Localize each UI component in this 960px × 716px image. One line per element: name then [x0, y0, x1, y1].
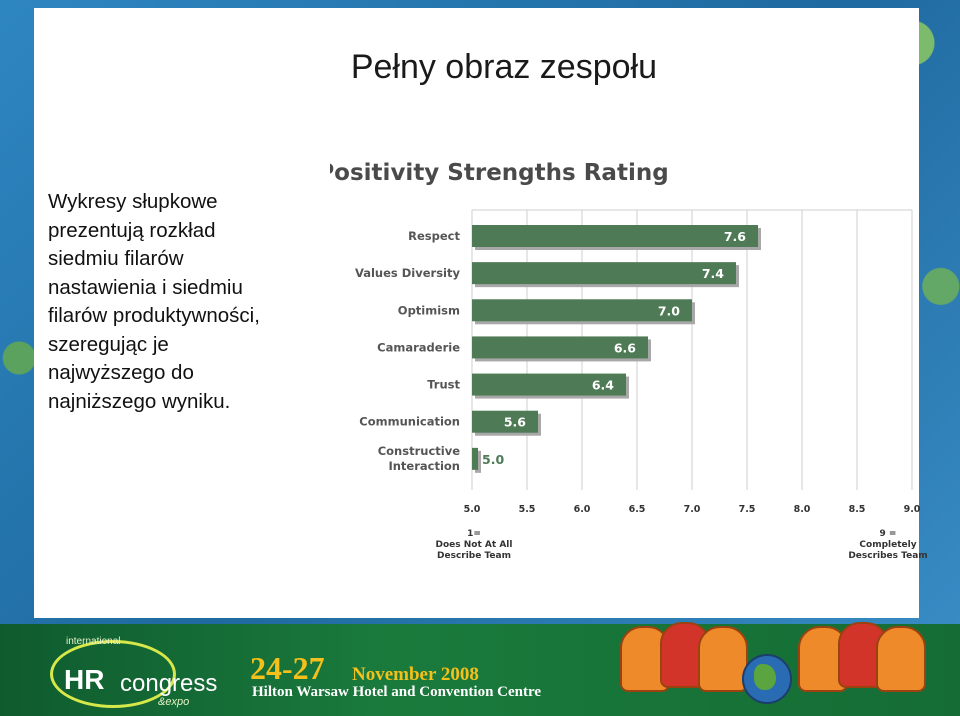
event-dates: 24-27 — [250, 650, 325, 686]
bar — [472, 225, 758, 247]
x-tick-label: 7.0 — [684, 504, 701, 515]
scale-low-label: Does Not At All — [436, 540, 513, 550]
category-label: Interaction — [388, 459, 460, 473]
bar — [472, 336, 648, 359]
value-label: 6.6 — [614, 340, 636, 355]
category-label: Constructive — [378, 444, 460, 458]
x-tick-label: 5.0 — [464, 504, 481, 515]
globe-icon — [742, 654, 792, 704]
logo-expo: &expo — [158, 696, 190, 708]
category-label: Communication — [359, 415, 460, 429]
event-venue: Hilton Warsaw Hotel and Convention Centr… — [252, 684, 542, 700]
hr-congress-logo: international HR congress &expo — [40, 632, 220, 708]
people-illustration — [620, 616, 926, 716]
head-icon — [876, 626, 926, 692]
x-tick-label: 6.0 — [574, 504, 591, 515]
logo-ring — [50, 640, 176, 708]
scale-low-label: 1= — [467, 529, 481, 539]
body-line: Wykresy słupkowe — [48, 190, 218, 213]
x-tick-label: 8.5 — [849, 504, 866, 515]
x-tick-label: 8.0 — [794, 504, 811, 515]
chart-title: Positivity Strengths Rating — [330, 160, 669, 186]
scale-low-label: Describe Team — [437, 551, 511, 561]
category-label: Camaraderie — [377, 340, 460, 354]
body-line: siedmiu filarów — [48, 247, 184, 270]
category-label: Values Diversity — [355, 266, 461, 280]
value-label: 7.6 — [724, 229, 746, 244]
bar — [472, 447, 478, 470]
logo-hr: HR — [64, 664, 105, 695]
bar — [472, 299, 692, 322]
scale-high-label: Completely — [859, 540, 916, 550]
value-label: 7.4 — [702, 266, 724, 281]
body-text: Wykresy słupkowe prezentują rozkład sied… — [48, 188, 338, 416]
slide-title: Pełny obraz zespołu — [350, 48, 657, 86]
bar — [472, 262, 736, 285]
category-label: Respect — [408, 229, 460, 243]
bar — [472, 373, 626, 396]
head-icon — [698, 626, 748, 692]
logo-congress: congress — [120, 670, 218, 697]
x-tick-label: 7.5 — [739, 504, 756, 515]
scale-high-label: 9 = — [880, 529, 897, 539]
body-line: szeregując je — [48, 332, 169, 356]
body-line: nastawienia i siedmiu — [48, 275, 243, 299]
body-line: najwyższego do — [48, 361, 194, 384]
body-line: najniższego wyniku. — [48, 389, 231, 413]
value-label: 5.6 — [504, 415, 526, 430]
category-label: Trust — [427, 378, 460, 392]
value-label: 6.4 — [592, 378, 614, 393]
body-line: filarów produktywności, — [48, 304, 260, 327]
x-tick-label: 6.5 — [629, 504, 646, 515]
logo-international: international — [66, 636, 121, 647]
value-label: 7.0 — [658, 303, 680, 318]
x-tick-label: 5.5 — [519, 504, 536, 515]
bar — [472, 410, 538, 433]
body-line: prezentują rozkład — [48, 218, 216, 242]
scale-high-label: Describes Team — [848, 551, 927, 561]
event-month: November 2008 — [352, 664, 479, 685]
positivity-chart: Positivity Strengths Rating 5.0 5.5 6.0 6.5 7… — [330, 160, 928, 561]
x-tick-label: 9.0 — [904, 504, 921, 515]
category-label: Optimism — [398, 303, 460, 317]
value-label: 5.0 — [482, 452, 504, 467]
